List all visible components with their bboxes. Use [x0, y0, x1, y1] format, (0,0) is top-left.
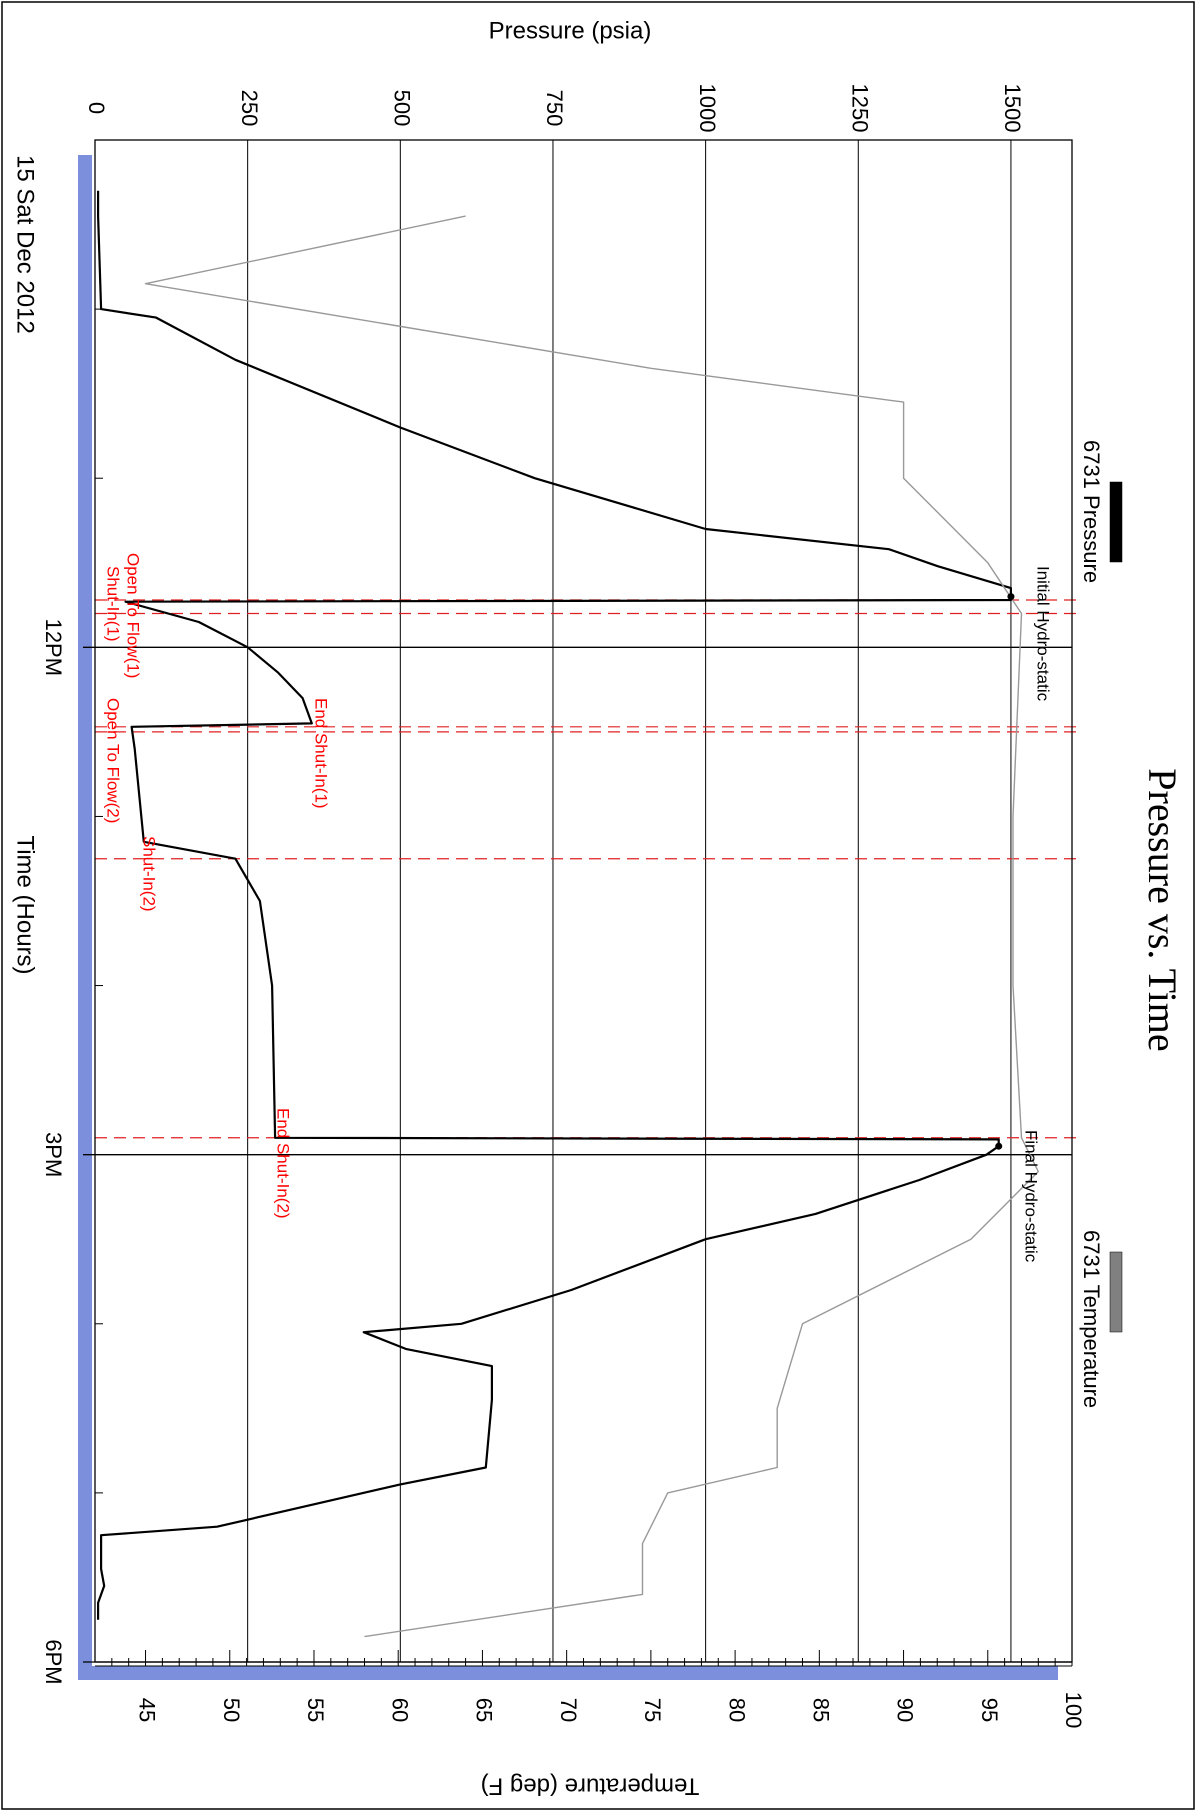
pressure-tick-label: 250 [237, 90, 262, 127]
pressure-legend-swatch [1109, 481, 1123, 563]
temperature-tick-label: 55 [303, 1698, 328, 1722]
event-annotation: Initial Hydro-static [1034, 566, 1053, 702]
pressure-tick-label: 1250 [847, 84, 872, 133]
temperature-range-band [78, 1666, 1058, 1680]
temperature-series-line [144, 215, 1040, 1638]
time-range-band [78, 155, 92, 1680]
hydrostatic-point [1007, 593, 1015, 601]
event-annotation: End Shut-In(2) [274, 1108, 293, 1219]
pressure-tick-label: 1000 [695, 84, 720, 133]
legend-entry: 6731 Temperature [1079, 1230, 1104, 1408]
temperature-tick-label: 50 [219, 1698, 244, 1722]
temperature-tick-label: 100 [1061, 1692, 1086, 1729]
temperature-tick-label: 70 [556, 1698, 581, 1722]
pressure-tick-label: 1500 [1000, 84, 1025, 133]
event-annotation: Open To Flow(1) [124, 553, 143, 678]
time-tick-label: 3PM [41, 1132, 66, 1177]
chart-title: Pressure vs. Time [1140, 768, 1185, 1051]
event-annotation: Shut-In(1) [104, 566, 123, 642]
temperature-tick-label: 85 [809, 1698, 834, 1722]
temperature-tick-label: 80 [724, 1698, 749, 1722]
temperature-tick-label: 65 [472, 1698, 497, 1722]
event-annotation: Final Hydro-static [1022, 1130, 1041, 1263]
pressure-tick-label: 750 [542, 90, 567, 127]
pressure-axis-title: Pressure (psia) [489, 17, 652, 44]
event-annotation: End Shut-In(1) [312, 698, 331, 809]
temperature-tick-label: 90 [893, 1698, 918, 1722]
temperature-axis-title: Temperature (deg F) [481, 1773, 700, 1800]
temperature-tick-label: 45 [135, 1698, 160, 1722]
hydrostatic-point [995, 1142, 1003, 1150]
pressure-series-line [96, 190, 1013, 1620]
pressure-tick-label: 0 [84, 102, 109, 114]
legend-entry: 6731 Pressure [1079, 440, 1104, 583]
time-tick-label: 6PM [41, 1639, 66, 1684]
temperature-tick-label: 60 [387, 1698, 412, 1722]
temperature-tick-label: 95 [977, 1698, 1002, 1722]
time-tick-label: 12PM [41, 619, 66, 676]
date-label: 15 Sat Dec 2012 [12, 155, 39, 334]
event-annotation: Shut-In(2) [140, 836, 159, 912]
time-axis-title: Time (Hours) [12, 835, 39, 974]
temperature-legend-swatch [1109, 1251, 1123, 1333]
pressure-tick-label: 500 [390, 90, 415, 127]
temperature-tick-label: 75 [640, 1698, 665, 1722]
event-annotation: Open To Flow(2) [104, 698, 123, 823]
